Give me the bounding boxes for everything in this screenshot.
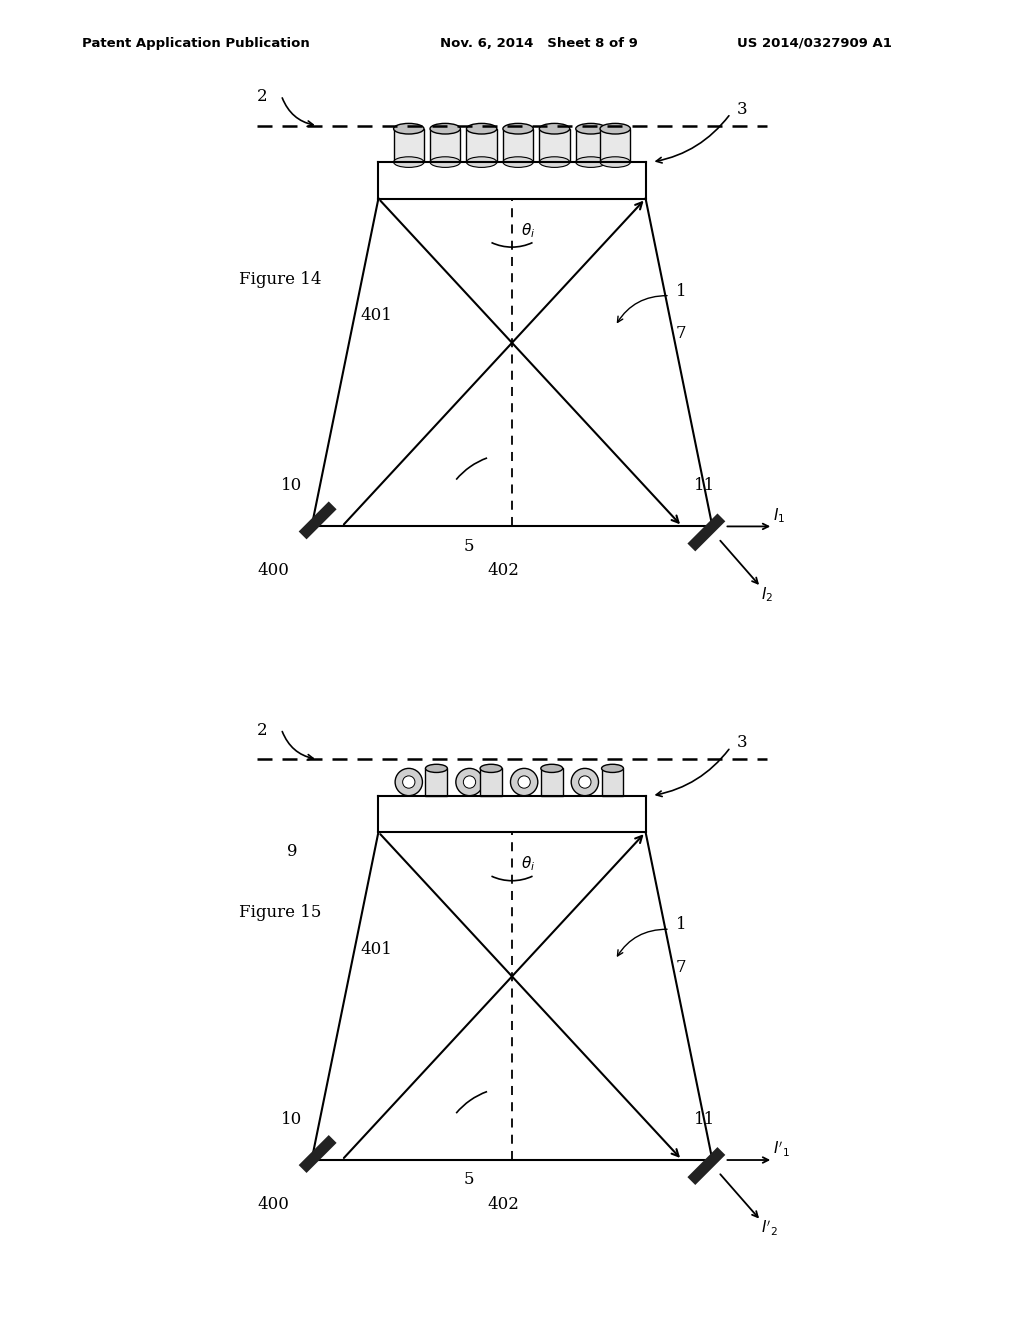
Ellipse shape: [571, 768, 598, 796]
Ellipse shape: [503, 123, 534, 135]
Ellipse shape: [463, 776, 475, 788]
Text: $I_2$: $I_2$: [761, 585, 773, 605]
Text: $\theta_i$: $\theta_i$: [521, 854, 536, 874]
Text: $I_1$: $I_1$: [773, 507, 785, 525]
Ellipse shape: [575, 123, 606, 135]
Text: $I'_1$: $I'_1$: [773, 1139, 790, 1159]
Bar: [430, 129, 461, 162]
Text: 9: 9: [288, 843, 298, 861]
Ellipse shape: [600, 157, 631, 168]
Bar: [467, 129, 497, 162]
Text: 400: 400: [257, 1196, 289, 1213]
Ellipse shape: [456, 768, 483, 796]
Ellipse shape: [467, 157, 497, 168]
Text: 2: 2: [257, 88, 267, 106]
Bar: [540, 129, 569, 162]
Ellipse shape: [430, 157, 461, 168]
Text: Figure 14: Figure 14: [239, 271, 322, 288]
Ellipse shape: [511, 768, 538, 796]
Text: 3: 3: [736, 734, 748, 751]
Ellipse shape: [503, 157, 534, 168]
Ellipse shape: [540, 157, 569, 168]
Text: 10: 10: [282, 477, 302, 494]
Bar: [600, 129, 631, 162]
Bar: [426, 768, 447, 796]
Bar: [503, 129, 534, 162]
Text: $I'_2$: $I'_2$: [761, 1218, 778, 1238]
Text: 402: 402: [487, 562, 519, 579]
Ellipse shape: [393, 157, 424, 168]
Text: 400: 400: [257, 562, 289, 579]
Text: 2: 2: [257, 722, 267, 739]
Bar: [575, 129, 606, 162]
Ellipse shape: [600, 123, 631, 135]
Text: Nov. 6, 2014   Sheet 8 of 9: Nov. 6, 2014 Sheet 8 of 9: [440, 37, 638, 50]
Text: 1: 1: [676, 916, 686, 933]
Text: 11: 11: [694, 477, 716, 494]
Text: 10: 10: [282, 1110, 302, 1127]
Ellipse shape: [395, 768, 423, 796]
Ellipse shape: [393, 123, 424, 135]
Ellipse shape: [541, 764, 563, 772]
Text: 11: 11: [694, 1110, 716, 1127]
Text: Figure 15: Figure 15: [239, 904, 322, 921]
Ellipse shape: [426, 764, 447, 772]
Bar: [541, 768, 563, 796]
Ellipse shape: [579, 776, 591, 788]
Text: $\theta_i$: $\theta_i$: [521, 220, 536, 240]
Ellipse shape: [480, 764, 502, 772]
Text: 3: 3: [736, 100, 748, 117]
Text: 5: 5: [464, 1171, 474, 1188]
Ellipse shape: [430, 123, 461, 135]
Text: 402: 402: [487, 1196, 519, 1213]
Text: US 2014/0327909 A1: US 2014/0327909 A1: [737, 37, 892, 50]
Text: 5: 5: [464, 537, 474, 554]
Bar: [480, 768, 502, 796]
Text: 7: 7: [676, 325, 686, 342]
Ellipse shape: [575, 157, 606, 168]
Ellipse shape: [402, 776, 415, 788]
Bar: [393, 129, 424, 162]
Text: 401: 401: [360, 308, 392, 323]
Text: Patent Application Publication: Patent Application Publication: [82, 37, 309, 50]
Ellipse shape: [601, 764, 624, 772]
Text: 7: 7: [676, 958, 686, 975]
Text: 401: 401: [360, 941, 392, 957]
Ellipse shape: [467, 123, 497, 135]
Bar: [601, 768, 624, 796]
Text: 1: 1: [676, 282, 686, 300]
Ellipse shape: [518, 776, 530, 788]
Ellipse shape: [540, 123, 569, 135]
